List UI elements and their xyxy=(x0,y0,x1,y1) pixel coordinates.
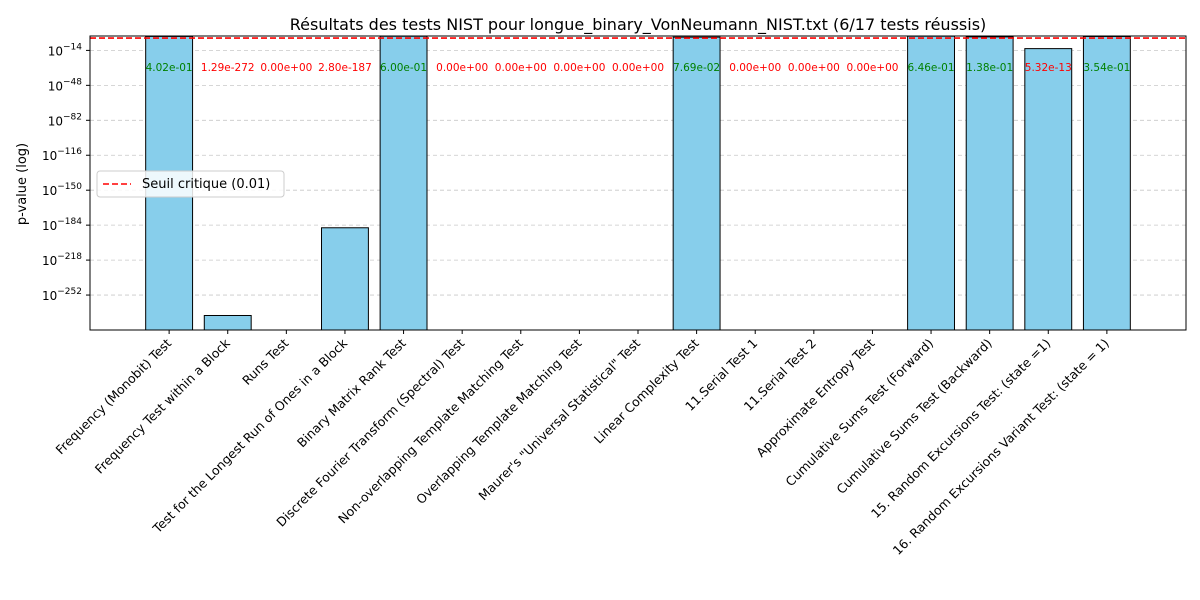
bars xyxy=(145,35,1131,331)
value-label: 0.00e+00 xyxy=(553,62,605,74)
y-tick-label: 10−218 xyxy=(42,252,82,268)
x-tick-label: Runs Test xyxy=(239,335,291,387)
value-label: 1.38e-01 xyxy=(966,62,1013,74)
y-axis-label: p-value (log) xyxy=(15,143,30,225)
chart-title: Résultats des tests NIST pour longue_bin… xyxy=(290,15,987,35)
bar xyxy=(907,35,955,331)
y-tick-label: 10−82 xyxy=(48,112,82,128)
bar xyxy=(321,227,369,331)
value-label: 0.00e+00 xyxy=(495,62,547,74)
bar xyxy=(1082,35,1131,331)
value-label: 6.46e-01 xyxy=(908,62,955,74)
value-label: 0.00e+00 xyxy=(846,62,898,74)
bar xyxy=(1024,48,1073,331)
bar xyxy=(379,35,428,331)
value-label: 1.29e-272 xyxy=(201,62,255,74)
value-label: 0.00e+00 xyxy=(260,62,312,74)
y-tick-label: 10−116 xyxy=(42,147,82,163)
x-tick-label: Linear Complexity Test xyxy=(591,335,702,446)
x-tick-label: Binary Matrix Rank Test xyxy=(294,335,409,450)
value-label: 0.00e+00 xyxy=(788,62,840,74)
value-label: 0.00e+00 xyxy=(729,62,781,74)
legend: Seuil critique (0.01) xyxy=(96,170,285,198)
value-label: 5.32e-13 xyxy=(1025,62,1072,74)
bar xyxy=(672,36,721,331)
value-label: 3.54e-01 xyxy=(1083,62,1130,74)
y-tick-label: 10−184 xyxy=(42,217,82,233)
value-label: 0.00e+00 xyxy=(436,62,488,74)
bar xyxy=(965,36,1014,331)
legend-threshold-label: Seuil critique (0.01) xyxy=(142,177,270,192)
x-tick-label: 16. Random Excursions Variant Test: (sta… xyxy=(890,336,1112,558)
y-tick-label: 10−150 xyxy=(42,182,82,198)
bar xyxy=(203,314,252,331)
y-tick-label: 10−14 xyxy=(48,42,83,58)
value-label: 6.00e-01 xyxy=(380,62,427,74)
x-tick-label: Approximate Entropy Test xyxy=(753,335,878,460)
value-label: 0.00e+00 xyxy=(612,62,664,74)
legend-box xyxy=(96,170,285,198)
value-label: 2.80e-187 xyxy=(318,62,372,74)
value-label: 7.69e-02 xyxy=(673,62,720,74)
value-label: 4.02e-01 xyxy=(146,62,193,74)
value-labels: 4.02e-01 1.29e-272 0.00e+00 2.80e-187 6.00e-… xyxy=(146,62,1131,74)
y-axis-ticks: 10−14 10−48 10−82 10−116 10−150 10−184 10−218 1… xyxy=(42,42,90,303)
y-tick-label: 10−252 xyxy=(42,287,82,303)
x-tick-label: Frequency (Monobit) Test xyxy=(52,335,174,457)
y-tick-label: 10−48 xyxy=(48,77,83,93)
